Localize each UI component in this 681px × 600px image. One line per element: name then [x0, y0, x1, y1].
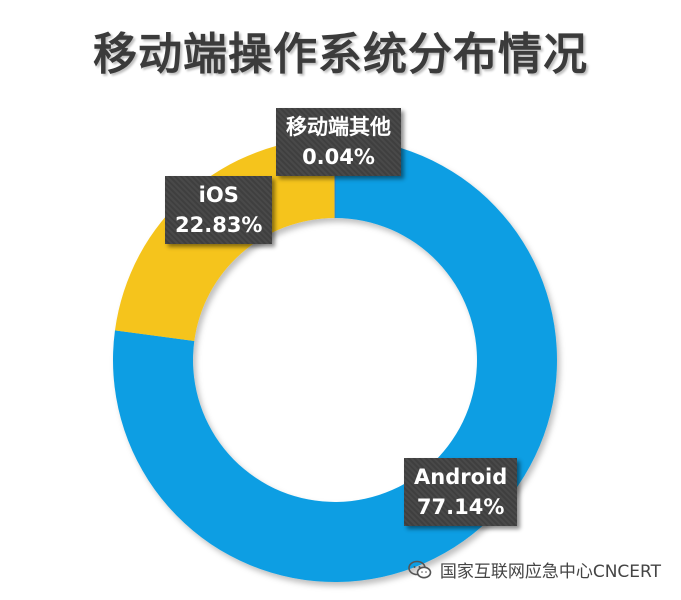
label-android-value: 77.14%	[416, 495, 505, 519]
watermark: 国家互联网应急中心CNCERT	[408, 557, 661, 582]
label-other-value: 0.04%	[302, 145, 375, 169]
label-ios: iOS 22.83%	[165, 176, 273, 244]
label-android-name: Android	[414, 465, 508, 489]
chart-title: 移动端操作系统分布情况	[93, 29, 588, 80]
label-android: Android 77.14%	[404, 458, 518, 526]
label-other-name: 移动端其他	[286, 115, 391, 139]
label-other: 移动端其他 0.04%	[276, 108, 401, 176]
wechat-icon	[408, 560, 432, 578]
label-ios-value: 22.83%	[175, 213, 263, 237]
label-ios-name: iOS	[198, 183, 239, 207]
watermark-text: 国家互联网应急中心CNCERT	[439, 562, 661, 582]
